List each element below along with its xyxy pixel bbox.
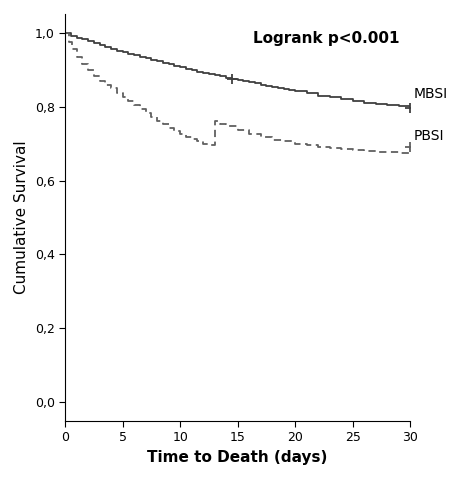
X-axis label: Time to Death (days): Time to Death (days) <box>147 450 328 465</box>
Text: Logrank p<0.001: Logrank p<0.001 <box>253 31 400 45</box>
Y-axis label: Cumulative Survival: Cumulative Survival <box>14 141 29 294</box>
Text: MBSI: MBSI <box>413 87 448 101</box>
Text: PBSI: PBSI <box>413 129 444 143</box>
